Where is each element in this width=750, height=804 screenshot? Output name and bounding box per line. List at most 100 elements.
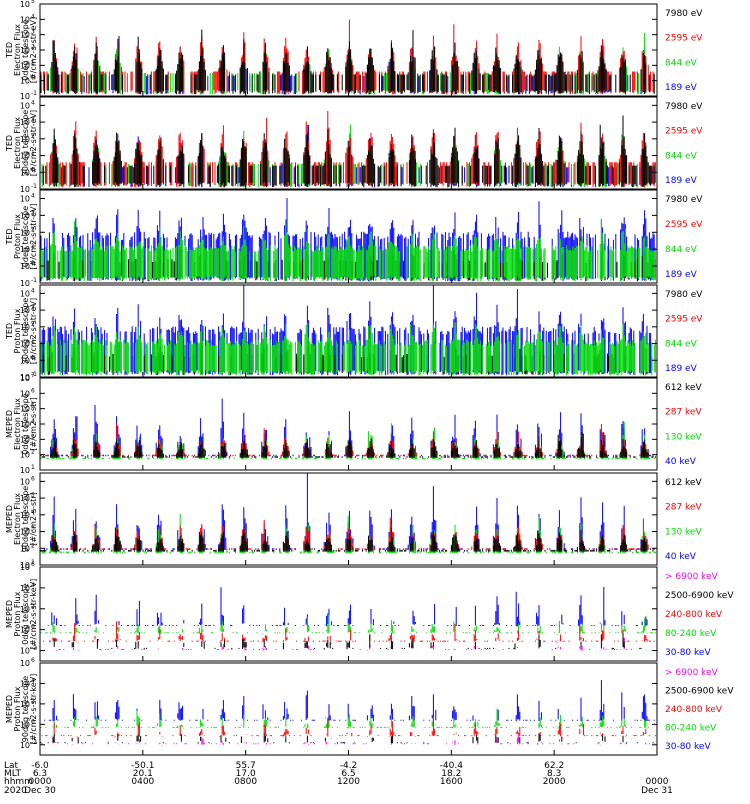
y-tick-exponent: 5 (31, 403, 35, 410)
y-tick-exponent: 6 (31, 561, 35, 568)
y-axis-label-line: Proton Flux (13, 686, 22, 731)
y-tick-label: 10 (20, 389, 30, 398)
y-axis-label-line: Electron Flux (13, 24, 22, 76)
y-tick-exponent: 4 (31, 192, 35, 199)
x-axis-tick-label: 20.1 (133, 769, 153, 779)
x-axis-tick-label: 17.0 (236, 769, 256, 779)
legend-entry: 40 keV (665, 457, 697, 467)
y-tick-exponent: 6 (31, 657, 35, 664)
y-tick-label: 10 (20, 563, 30, 572)
y-axis-label-line: Proton Flux (13, 308, 22, 353)
y-tick-label: 10 (20, 15, 30, 24)
y-tick-exponent: 1 (31, 59, 35, 66)
y-axis-label-line: Proton Flux (13, 591, 22, 636)
y-tick-label: 10 (20, 31, 30, 40)
y-tick-label: 10 (20, 720, 30, 729)
legend-entry: 2595 eV (665, 315, 703, 325)
y-tick-exponent: 2 (31, 133, 35, 140)
panel-7-series-5 (53, 633, 642, 650)
y-axis-label-line: TED (5, 135, 14, 152)
y-tick-label: 10 (20, 741, 30, 750)
x-axis-tick-label: 1200 (337, 777, 360, 787)
legend-entry: 80-240 keV (665, 629, 717, 639)
y-axis-label-line: [#/cm2-s-str-eV] (29, 110, 38, 176)
y-tick-label: 10 (20, 544, 30, 553)
y-tick-exponent: 0 (31, 718, 35, 725)
legend-entry: 612 keV (665, 383, 702, 393)
y-tick-label: 10 (20, 561, 30, 570)
y-tick-exponent: 3 (31, 304, 35, 311)
panel-2-series-4 (42, 115, 655, 188)
y-tick-exponent: 2 (31, 542, 35, 549)
y-tick-label: 10 (20, 477, 30, 486)
y-tick-exponent: 2 (31, 698, 35, 705)
y-axis-label-line: [#/cm2-s-str-keV] (29, 579, 38, 650)
y-tick-exponent: -1 (31, 90, 37, 97)
x-axis-row-label: MLT (4, 769, 22, 779)
x-axis-tick-label: Dec 30 (24, 786, 56, 796)
y-axis-label: TED Proton Flux 30deg telescope [#/cm2-s-st… (5, 298, 38, 365)
y-axis-label-line: [#/cm2-s-str] (29, 397, 38, 450)
legend-entry: 240-800 keV (665, 705, 723, 715)
y-tick-exponent: 2 (31, 321, 35, 328)
y-tick-exponent: 2 (31, 603, 35, 610)
y-tick-label: 10 (20, 92, 30, 101)
y-tick-exponent: 1 (31, 559, 35, 566)
x-axis-tick-label: 2000 (543, 777, 566, 787)
y-tick-label: 10 (20, 77, 30, 86)
x-axis-tick-label: 0400 (131, 777, 154, 787)
y-tick-exponent: 4 (31, 99, 35, 106)
x-axis-tick-label: 6.3 (33, 769, 47, 779)
panel-7-series-4 (56, 638, 647, 652)
x-axis-tick-label: 0000 (29, 777, 52, 787)
y-tick-exponent: 7 (31, 372, 35, 379)
y-tick-label: 10 (20, 118, 30, 127)
y-tick-label: 10 (20, 101, 30, 110)
panel-8-series-1 (44, 680, 655, 722)
legend-entry: 189 eV (665, 364, 698, 374)
panel-1-series-4 (40, 29, 655, 95)
x-axis-row-label: Lat (4, 761, 19, 771)
panel-4-series (40, 285, 656, 376)
y-tick-label: 10 (20, 451, 30, 460)
y-tick-label: 10 (20, 584, 30, 593)
y-tick-label: 10 (20, 605, 30, 614)
x-axis-tick-label: 1600 (440, 777, 463, 787)
y-axis-label-line: [#/cm2-s-str-eV] (29, 203, 38, 269)
legend-entry: 844 eV (665, 58, 698, 68)
y-tick-exponent: 3 (31, 526, 35, 533)
panel-7-series-1 (47, 587, 648, 627)
panel-4-series-3 (40, 321, 656, 376)
panel-5-series-4 (41, 432, 656, 458)
y-tick-label: 10 (20, 435, 30, 444)
y-tick-label: 10 (20, 211, 30, 220)
y-tick-label: 10 (20, 700, 30, 709)
y-tick-exponent: 3 (31, 29, 35, 36)
y-tick-exponent: 1 (31, 464, 35, 471)
legend-entry: 2595 eV (665, 127, 703, 137)
y-tick-label: 10 (20, 279, 30, 288)
y-tick-exponent: 4 (31, 418, 35, 425)
legend-entry: 30-80 keV (665, 648, 711, 658)
y-axis-label-line: 0deg telescope (21, 19, 30, 80)
legend-entry: 2500-6900 keV (665, 687, 734, 697)
y-tick-exponent: 1 (31, 243, 35, 250)
panel-8-series (40, 680, 656, 746)
panel-1-series (40, 19, 655, 95)
y-axis-label-line: MEPED (5, 410, 14, 438)
legend-entry: 7980 eV (665, 290, 703, 300)
y-tick-label: 10 (20, 289, 30, 298)
legend-entry: 240-800 keV (665, 610, 723, 620)
y-axis-label-line: MEPED (5, 695, 14, 723)
x-axis-tick-label: 18.2 (441, 769, 461, 779)
y-tick-label: 10 (20, 152, 30, 161)
legend-entry: 189 eV (665, 176, 698, 186)
legend-entry: 844 eV (665, 151, 698, 161)
y-tick-exponent: -1 (31, 371, 37, 378)
panel-3-series (40, 198, 656, 282)
y-axis-label: MEPED Electron Flux 0deg telescope [#/cm2-s… (5, 393, 38, 454)
